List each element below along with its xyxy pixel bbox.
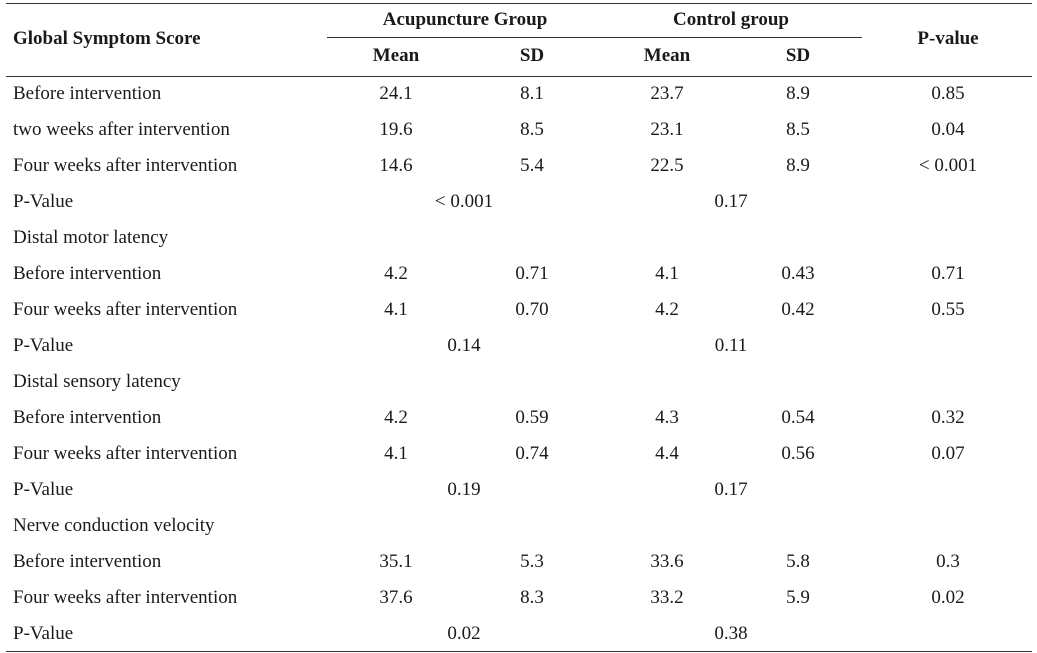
cell-a-mean: 4.1 xyxy=(384,299,408,320)
cell-a-sd: 0.70 xyxy=(515,299,549,320)
header-bottom-rule xyxy=(6,76,1032,77)
cell-a-mean: 4.2 xyxy=(384,407,408,428)
cell-a-mean: 35.1 xyxy=(379,551,413,572)
cell-a-sd: 5.3 xyxy=(520,551,544,572)
header-a-sd: SD xyxy=(519,45,545,66)
header-b-sd: SD xyxy=(785,45,811,66)
cell-b-p: 0.11 xyxy=(714,335,748,356)
cell-a-mean: 4.2 xyxy=(384,263,408,284)
row-label: Four weeks after intervention xyxy=(13,155,238,176)
cell-a-mean: 14.6 xyxy=(379,155,413,176)
cell-b-sd: 8.9 xyxy=(786,83,810,104)
cell-b-mean: 22.5 xyxy=(650,155,684,176)
cell-a-p: 0.02 xyxy=(447,623,481,644)
cell-b-mean: 33.2 xyxy=(650,587,684,608)
cell-p: 0.32 xyxy=(931,407,965,428)
cell-b-p: 0.17 xyxy=(714,479,748,500)
cell-b-mean: 23.1 xyxy=(650,119,684,140)
cell-b-sd: 0.54 xyxy=(781,407,815,428)
cell-p: 0.85 xyxy=(931,83,965,104)
cell-a-sd: 0.74 xyxy=(515,443,549,464)
cell-a-sd: 0.59 xyxy=(515,407,549,428)
row-label: P-Value xyxy=(13,623,74,644)
row-label: Before intervention xyxy=(13,83,162,104)
cell-b-mean: 23.7 xyxy=(650,83,684,104)
cell-b-sd: 5.8 xyxy=(786,551,810,572)
row-label: Distal sensory latency xyxy=(13,371,181,392)
bottom-rule xyxy=(6,651,1032,652)
cell-p: 0.04 xyxy=(931,119,965,140)
cell-b-p: 0.38 xyxy=(714,623,748,644)
cell-a-mean: 37.6 xyxy=(379,587,413,608)
group-rule xyxy=(327,37,862,38)
cell-b-sd: 8.5 xyxy=(786,119,810,140)
cell-a-p: < 0.001 xyxy=(434,191,494,212)
cell-b-sd: 0.56 xyxy=(781,443,815,464)
cell-a-p: 0.19 xyxy=(447,479,481,500)
cell-b-sd: 8.9 xyxy=(786,155,810,176)
row-label: Four weeks after intervention xyxy=(13,443,238,464)
header-control-group: Control group xyxy=(673,9,789,30)
cell-b-sd: 5.9 xyxy=(786,587,810,608)
cell-b-mean: 4.2 xyxy=(655,299,679,320)
top-rule xyxy=(6,3,1032,4)
header-p-value: P-value xyxy=(917,28,979,49)
cell-a-sd: 8.1 xyxy=(520,83,544,104)
row-label: P-Value xyxy=(13,335,74,356)
cell-a-sd: 5.4 xyxy=(520,155,544,176)
row-label: Four weeks after intervention xyxy=(13,587,238,608)
cell-b-mean: 4.4 xyxy=(655,443,679,464)
row-label: two weeks after intervention xyxy=(13,119,230,140)
cell-a-p: 0.14 xyxy=(447,335,481,356)
header-a-mean: Mean xyxy=(372,45,420,66)
cell-a-mean: 19.6 xyxy=(379,119,413,140)
cell-b-sd: 0.42 xyxy=(781,299,815,320)
cell-b-sd: 0.43 xyxy=(781,263,815,284)
cell-b-mean: 4.3 xyxy=(655,407,679,428)
cell-a-sd: 0.71 xyxy=(515,263,549,284)
cell-b-mean: 4.1 xyxy=(655,263,679,284)
cell-p: 0.07 xyxy=(931,443,965,464)
header-b-mean: Mean xyxy=(643,45,691,66)
cell-p: 0.02 xyxy=(931,587,965,608)
cell-p: 0.71 xyxy=(931,263,965,284)
row-label: Nerve conduction velocity xyxy=(13,515,215,536)
row-label: Before intervention xyxy=(13,407,162,428)
header-acupuncture-group: Acupuncture Group xyxy=(382,9,548,30)
row-label: Before intervention xyxy=(13,551,162,572)
cell-p: 0.55 xyxy=(931,299,965,320)
row-label: Before intervention xyxy=(13,263,162,284)
row-label: P-Value xyxy=(13,191,74,212)
cell-b-mean: 33.6 xyxy=(650,551,684,572)
cell-a-mean: 4.1 xyxy=(384,443,408,464)
cell-a-mean: 24.1 xyxy=(379,83,413,104)
cell-p: < 0.001 xyxy=(918,155,978,176)
cell-p: 0.3 xyxy=(936,551,960,572)
row-label: Distal motor latency xyxy=(13,227,169,248)
row-label: P-Value xyxy=(13,479,74,500)
row-label: Four weeks after intervention xyxy=(13,299,238,320)
header-row-label: Global Symptom Score xyxy=(13,28,201,49)
cell-b-p: 0.17 xyxy=(714,191,748,212)
cell-a-sd: 8.3 xyxy=(520,587,544,608)
cell-a-sd: 8.5 xyxy=(520,119,544,140)
